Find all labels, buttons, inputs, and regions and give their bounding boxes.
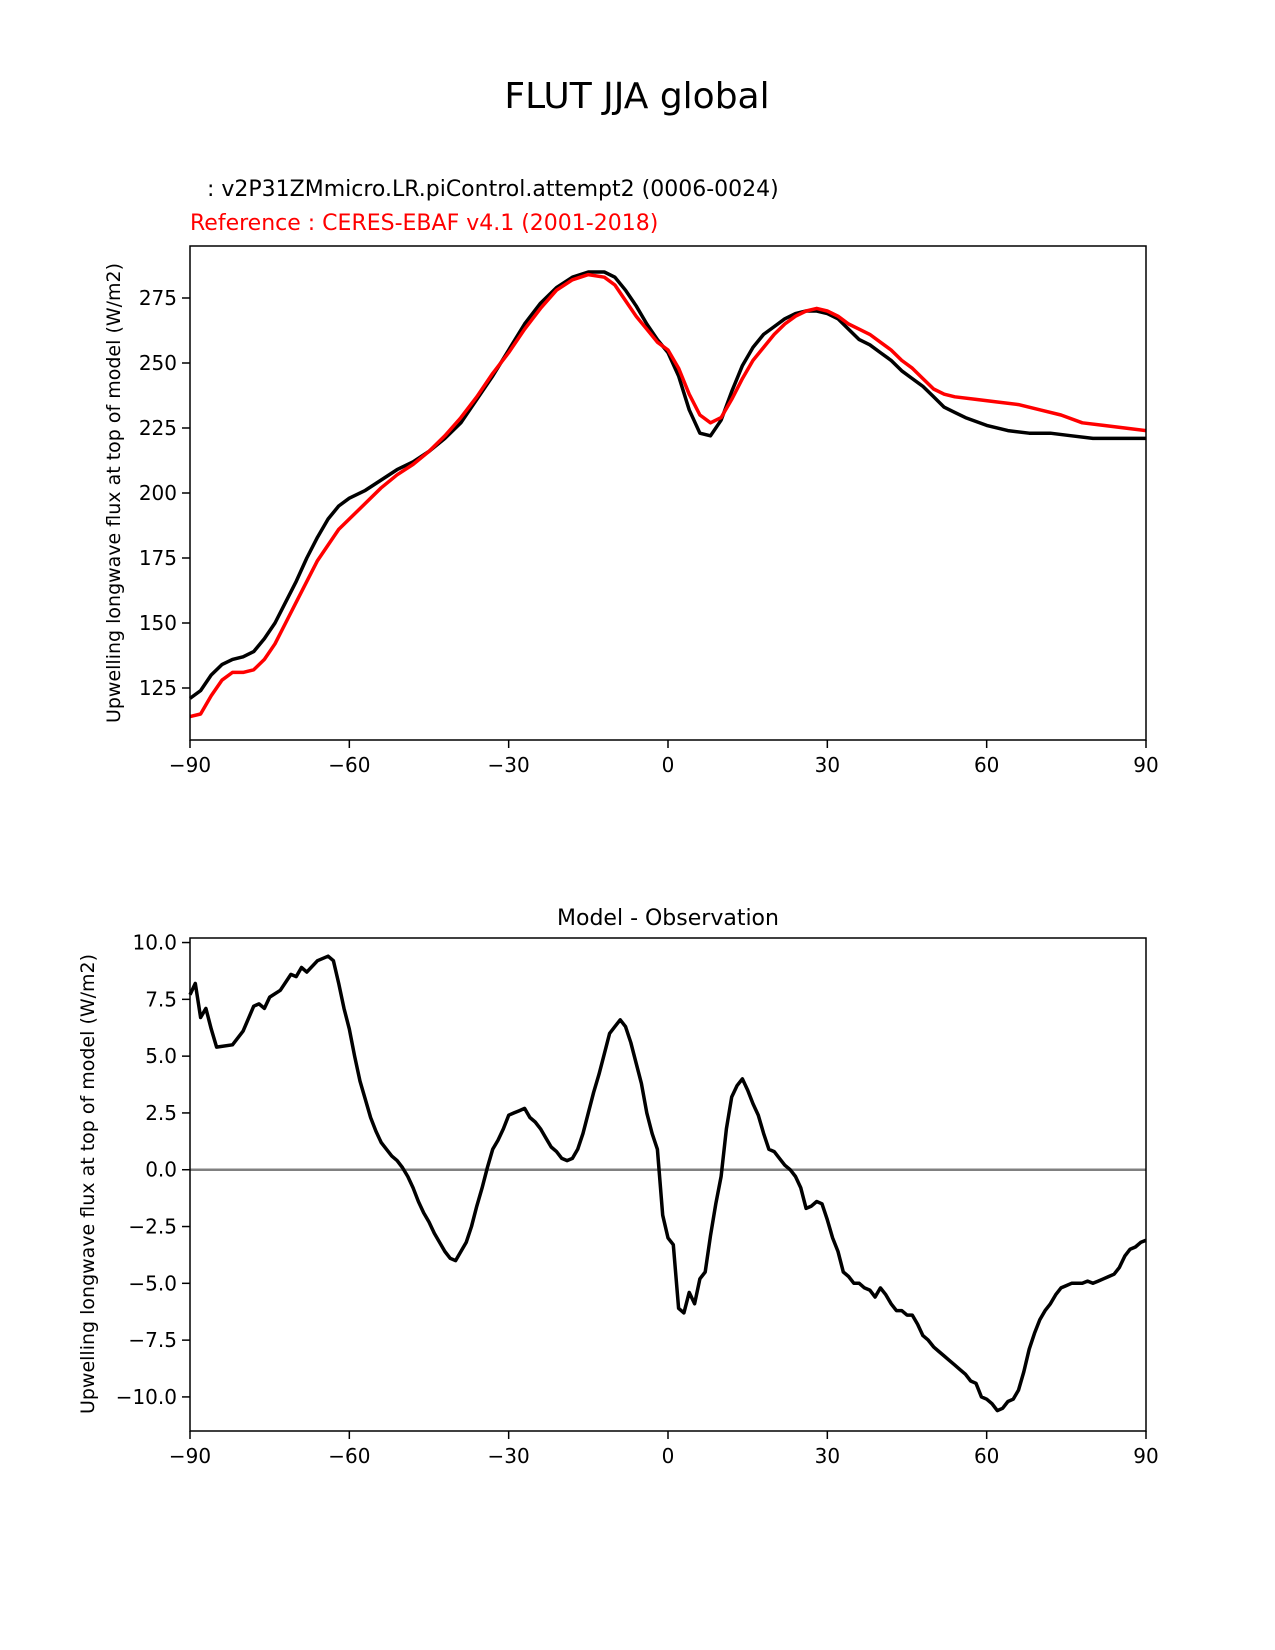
top-data-lines [188,270,1147,719]
bottom-ytick-label: 0.0 [145,1158,177,1182]
bottom-ylabel: Upwelling longwave flux at top of model … [77,954,99,1414]
bottom-ytick-label: −7.5 [128,1328,177,1352]
top-xtick-label: −60 [328,753,370,777]
bottom-ytick-label: −10.0 [116,1385,177,1409]
top-ytick-label: 175 [139,546,177,570]
bottom-ytick-label: 2.5 [145,1101,177,1125]
top-xtick-label: 0 [662,753,675,777]
top-axes-ticks: −90 −60 −30 0 30 60 90 125 150 175 200 225 250 275 [139,286,1159,777]
bottom-ytick-label: 5.0 [145,1044,177,1068]
top-ytick-label: 125 [139,676,177,700]
bottom-xtick-label: 90 [1133,1444,1158,1468]
top-ytick-label: 150 [139,611,177,635]
chart-bottom-panel: Model - Observation Upwelling longwave f… [77,906,1159,1468]
top-xtick-label: 30 [815,753,840,777]
top-ylabel: Upwelling longwave flux at top of model … [103,263,125,723]
bottom-xtick-label: −90 [169,1444,211,1468]
bottom-xtick-label: 60 [974,1444,999,1468]
bottom-title: Model - Observation [557,906,779,931]
top-xtick-label: −30 [488,753,530,777]
bottom-ytick-label: 7.5 [145,987,177,1011]
top-series-test [188,270,1146,700]
bottom-ytick-label: 10.0 [132,931,177,955]
bottom-xtick-label: −60 [328,1444,370,1468]
bottom-ytick-label: −2.5 [128,1215,177,1239]
top-axes-frame [189,245,1147,741]
chart-top-panel: : v2P31ZMmicro.LR.piControl.attempt2 (00… [103,177,1159,777]
top-ytick-label: 250 [139,351,177,375]
bottom-xtick-label: 0 [662,1444,675,1468]
figure-suptitle: FLUT JJA global [504,76,769,117]
bottom-xtick-label: −30 [488,1444,530,1468]
top-series-reference [189,272,1147,719]
top-xtick-label: 90 [1133,753,1158,777]
bottom-axes-frame [189,937,1147,1432]
top-xtick-label: −90 [169,753,211,777]
top-ytick-label: 200 [139,481,177,505]
top-ytick-label: 275 [139,286,177,310]
test-run-label: : v2P31ZMmicro.LR.piControl.attempt2 (00… [200,177,779,202]
top-xtick-label: 60 [974,753,999,777]
bottom-ytick-label: −5.0 [128,1271,177,1295]
bottom-series-difference [188,954,1147,1413]
bottom-axes-ticks: −90 −60 −30 0 30 60 90 10.0 7.5 5.0 2.5 0.0 −2.5 −5.0… [116,931,1159,1468]
bottom-xtick-label: 30 [815,1444,840,1468]
bottom-data-lines [188,954,1147,1413]
top-ytick-label: 225 [139,416,177,440]
reference-label: Reference : CERES-EBAF v4.1 (2001-2018) [190,211,658,236]
